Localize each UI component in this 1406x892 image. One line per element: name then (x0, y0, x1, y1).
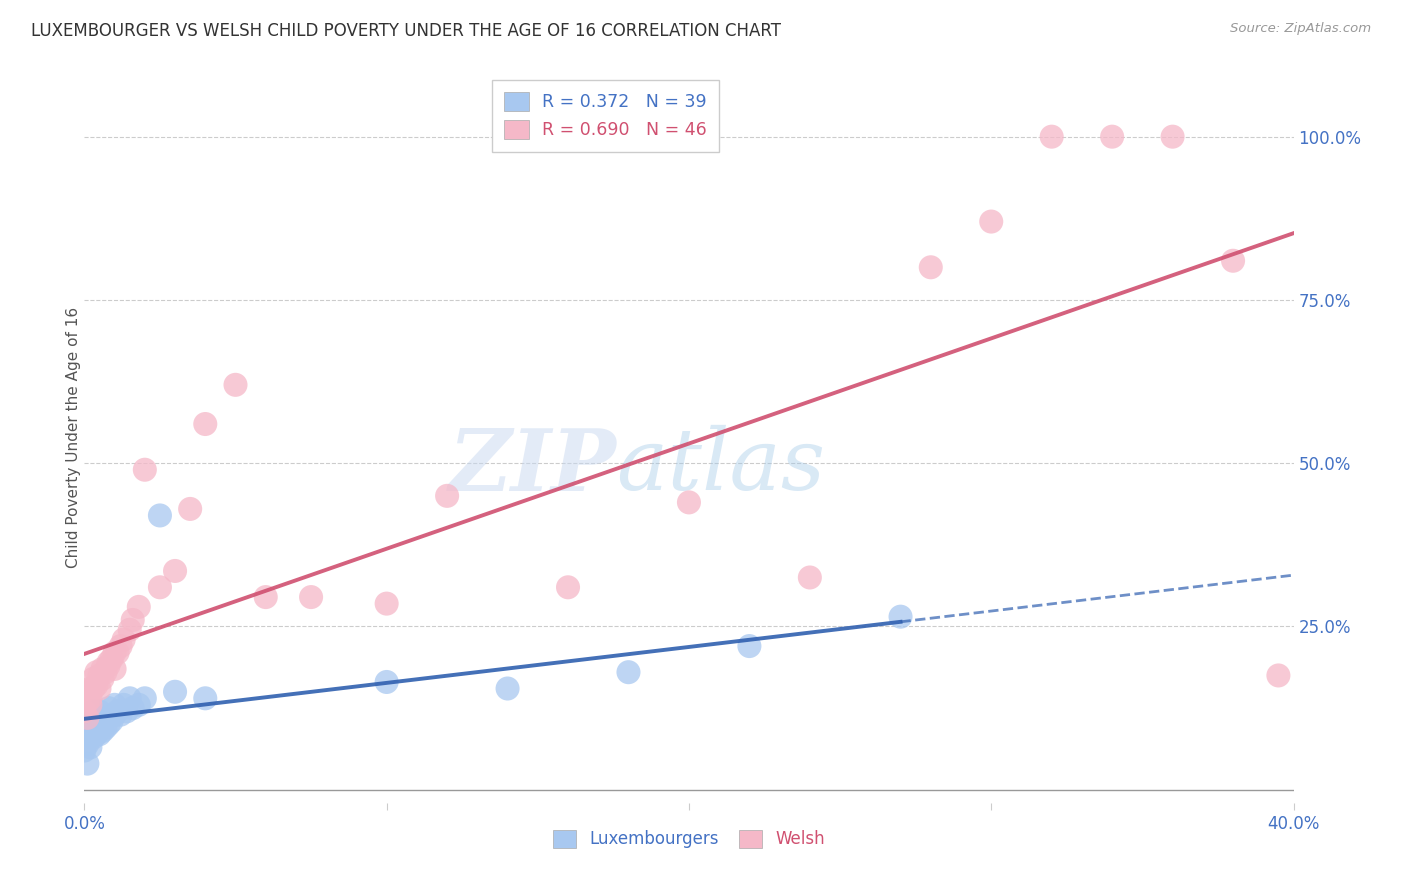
Point (920, 260, 942, 275)
Point (89, 705, 111, 719)
Point (194, 417, 217, 431)
Point (890, 609, 912, 624)
Point (100, 652, 122, 666)
Point (149, 580, 172, 594)
Point (375, 597, 398, 611)
Text: ZIP: ZIP (449, 425, 616, 508)
Point (91, 662, 114, 676)
Point (79, 691, 101, 706)
Point (375, 675, 398, 690)
Point (1040, 129, 1063, 144)
Point (89, 717, 111, 731)
Point (97, 658, 120, 673)
Point (134, 691, 156, 706)
Point (91, 672, 114, 686)
Point (104, 707, 127, 722)
Point (104, 646, 127, 660)
Point (82, 705, 104, 719)
Text: Source: ZipAtlas.com: Source: ZipAtlas.com (1230, 22, 1371, 36)
Point (76, 756, 98, 771)
Point (86, 727, 108, 741)
Point (89, 681, 111, 696)
Point (76, 737, 98, 751)
Point (91, 711, 114, 725)
Point (128, 599, 150, 614)
Point (496, 681, 519, 696)
Point (82, 731, 104, 745)
Point (104, 698, 127, 712)
Point (94, 721, 117, 735)
Point (617, 665, 640, 680)
Point (179, 502, 201, 516)
Point (107, 705, 129, 719)
Point (1161, 129, 1184, 144)
Point (165, 685, 187, 699)
Point (225, 377, 247, 392)
Point (110, 707, 132, 722)
Point (254, 590, 277, 604)
Point (149, 508, 172, 523)
Point (104, 662, 127, 676)
Point (128, 698, 150, 712)
Point (165, 564, 187, 578)
Point (73, 743, 96, 757)
Point (89, 727, 111, 741)
Point (79, 714, 101, 728)
Text: atlas: atlas (616, 425, 825, 508)
Point (97, 717, 120, 731)
Point (79, 681, 101, 696)
Point (112, 698, 135, 712)
Legend: Luxembourgers, Welsh: Luxembourgers, Welsh (544, 822, 834, 856)
Point (678, 495, 700, 509)
Point (799, 570, 821, 584)
Point (97, 701, 120, 715)
Point (100, 714, 122, 728)
Text: LUXEMBOURGER VS WELSH CHILD POVERTY UNDER THE AGE OF 16 CORRELATION CHART: LUXEMBOURGER VS WELSH CHILD POVERTY UNDE… (31, 22, 780, 40)
Point (112, 632, 135, 647)
Point (91, 723, 114, 738)
Point (79, 698, 101, 712)
Point (79, 723, 101, 738)
Point (97, 656, 120, 670)
Y-axis label: Child Poverty Under the Age of 16: Child Poverty Under the Age of 16 (66, 307, 80, 567)
Point (107, 646, 129, 660)
Point (121, 701, 143, 715)
Point (557, 580, 579, 594)
Point (82, 717, 104, 731)
Point (94, 711, 117, 725)
Point (110, 639, 132, 653)
Point (79, 740, 101, 755)
Point (86, 717, 108, 731)
Point (82, 681, 104, 696)
Point (980, 214, 1002, 228)
Point (76, 711, 98, 725)
Point (738, 639, 761, 653)
Point (194, 691, 217, 706)
Point (94, 665, 117, 680)
Point (118, 691, 141, 706)
Point (118, 623, 141, 637)
Point (76, 695, 98, 709)
Point (121, 613, 143, 627)
Point (86, 678, 108, 692)
Point (73, 705, 96, 719)
Point (1101, 129, 1123, 144)
Point (436, 489, 458, 503)
Point (134, 463, 156, 477)
Point (82, 672, 104, 686)
Point (115, 705, 138, 719)
Point (1222, 253, 1244, 268)
Point (299, 590, 322, 604)
Point (1267, 668, 1289, 682)
Point (86, 665, 108, 680)
Point (89, 668, 111, 682)
